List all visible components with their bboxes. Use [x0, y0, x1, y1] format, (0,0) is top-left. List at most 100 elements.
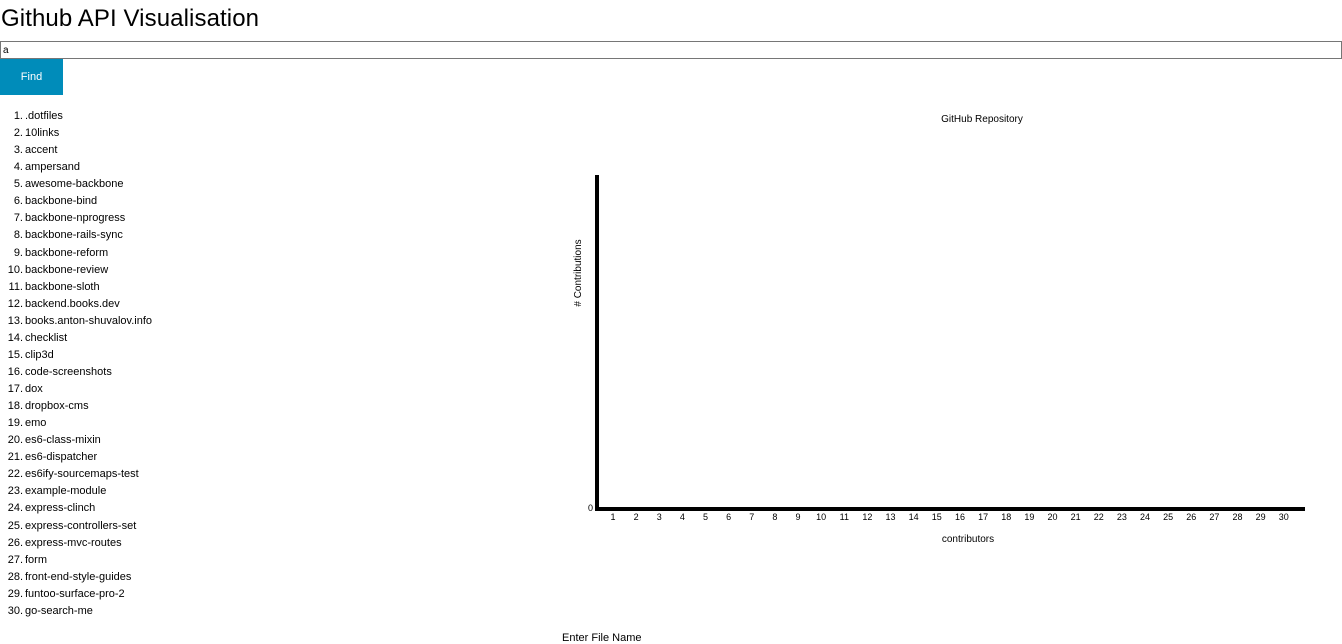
repo-list-item[interactable]: 19. emo — [0, 415, 152, 432]
repo-list-label: ampersand — [25, 161, 81, 174]
x-tick-label: 10 — [816, 512, 826, 522]
x-tick-label: 13 — [886, 512, 896, 522]
repo-list-label: form — [25, 553, 47, 566]
x-tick-label: 20 — [1047, 512, 1057, 522]
repo-list-label: es6-class-mixin — [25, 434, 101, 447]
repo-list-item[interactable]: 30. go-search-me — [0, 603, 152, 620]
file-name-label: Enter File Name — [562, 632, 642, 644]
repo-list-item[interactable]: 9. backbone-reform — [0, 245, 152, 262]
repo-list-label: example-module — [25, 485, 107, 498]
x-tick-label: 14 — [909, 512, 919, 522]
x-tick-label: 21 — [1071, 512, 1081, 522]
repo-list-item[interactable]: 8. backbone-rails-sync — [0, 227, 152, 244]
x-tick-label: 6 — [726, 512, 731, 522]
repo-list-number: 10. — [7, 263, 23, 276]
x-tick-label: 22 — [1094, 512, 1104, 522]
repo-list-item[interactable]: 11. backbone-sloth — [0, 279, 152, 296]
x-tick-label: 5 — [703, 512, 708, 522]
repo-list-label: es6ify-sourcemaps-test — [25, 468, 139, 481]
repo-list-label: books.anton-shuvalov.info — [25, 314, 152, 327]
x-tick-label: 24 — [1140, 512, 1150, 522]
repo-list-item[interactable]: 2. 10links — [0, 125, 152, 142]
x-tick-label: 15 — [932, 512, 942, 522]
x-tick-label: 1 — [610, 512, 615, 522]
x-tick-label: 17 — [978, 512, 988, 522]
search-input[interactable] — [0, 41, 1342, 59]
repo-list-number: 13. — [7, 314, 23, 327]
repo-list-number: 17. — [7, 383, 23, 395]
repo-list-item[interactable]: 20. es6-class-mixin — [0, 432, 152, 449]
repo-list-number: 26. — [7, 536, 23, 549]
repo-list-number: 28. — [7, 570, 23, 583]
page-title: Github API Visualisation — [1, 5, 260, 32]
repo-list-item[interactable]: 21. es6-dispatcher — [0, 449, 152, 466]
repo-list-label: express-controllers-set — [25, 519, 137, 532]
repo-list-label: clip3d — [25, 348, 54, 361]
repo-list-label: dropbox-cms — [25, 400, 89, 413]
repo-list-item[interactable]: 26. express-mvc-routes — [0, 535, 152, 552]
y-axis-label: # Contributions — [573, 239, 584, 306]
x-tick-label: 26 — [1186, 512, 1196, 522]
repo-list-label: 10links — [25, 127, 60, 140]
repo-list-item[interactable]: 22. es6ify-sourcemaps-test — [0, 466, 152, 483]
repo-list-number: 20. — [7, 434, 23, 447]
repo-list-item[interactable]: 16. code-screenshots — [0, 364, 152, 381]
repo-list-item[interactable]: 25. express-controllers-set — [0, 518, 152, 535]
repo-list-label: backbone-reform — [25, 246, 109, 259]
repo-list-item[interactable]: 6. backbone-bind — [0, 193, 152, 210]
repo-list-number: 5. — [13, 178, 23, 191]
repo-list-label: express-clinch — [25, 502, 96, 515]
repo-list-item[interactable]: 14. checklist — [0, 330, 152, 347]
repo-list-label: emo — [25, 417, 47, 430]
repo-list-number: 11. — [8, 280, 23, 293]
repo-list-label: backbone-nprogress — [25, 212, 126, 225]
x-tick-label: 11 — [840, 512, 849, 522]
repo-list-item[interactable]: 1. .dotfiles — [0, 108, 152, 125]
repo-list-label: dox — [25, 383, 43, 395]
repo-list-item[interactable]: 24. express-clinch — [0, 500, 152, 517]
x-tick-label: 9 — [796, 512, 801, 522]
repo-list-number: 24. — [7, 502, 23, 515]
repo-list-number: 3. — [13, 144, 23, 157]
repo-list-number: 18. — [7, 400, 23, 413]
repo-list-label: backend.books.dev — [25, 297, 120, 310]
repo-list-number: 29. — [7, 587, 23, 600]
repo-list-number: 21. — [7, 451, 23, 464]
repo-list-number: 8. — [13, 229, 23, 242]
repo-list-item[interactable]: 4. ampersand — [0, 159, 152, 176]
find-button[interactable]: Find — [0, 59, 63, 95]
repo-list-item[interactable]: 18. dropbox-cms — [0, 398, 152, 415]
repo-list-item[interactable]: 23. example-module — [0, 483, 152, 500]
repo-list-item[interactable]: 7. backbone-nprogress — [0, 210, 152, 227]
x-tick-label: 25 — [1163, 512, 1173, 522]
repo-list-label: awesome-backbone — [25, 178, 124, 191]
chart-title: GitHub Repository — [941, 114, 1023, 125]
repo-list-number: 4. — [13, 161, 23, 174]
repo-list-item[interactable]: 12. backend.books.dev — [0, 296, 152, 313]
x-tick-label: 16 — [955, 512, 965, 522]
repo-list-number: 25. — [7, 519, 23, 532]
repo-list-label: backbone-bind — [25, 195, 98, 208]
repo-list-item[interactable]: 13. books.anton-shuvalov.info — [0, 313, 152, 330]
repo-list-item[interactable]: 17. dox — [0, 381, 152, 398]
repo-list-item[interactable]: 28. front-end-style-guides — [0, 569, 152, 586]
y-tick-label: 0 — [588, 503, 593, 513]
x-tick-label: 29 — [1256, 512, 1266, 522]
x-tick-label: 7 — [749, 512, 754, 522]
repo-list-item[interactable]: 5. awesome-backbone — [0, 176, 152, 193]
repo-list: 1. .dotfiles 2. 10links 3. accent 4. ampersand 5… — [0, 108, 152, 620]
repo-list-item[interactable]: 15. clip3d — [0, 347, 152, 364]
repo-list-item[interactable]: 27. form — [0, 552, 152, 569]
repo-list-number: 19. — [7, 417, 23, 430]
repo-list-item[interactable]: 29. funtoo-surface-pro-2 — [0, 586, 152, 603]
repo-list-number: 22. — [7, 468, 23, 481]
x-tick-label: 27 — [1209, 512, 1219, 522]
repo-list-item[interactable]: 10. backbone-review — [0, 262, 152, 279]
x-tick-label: 3 — [657, 512, 662, 522]
x-tick-label: 4 — [680, 512, 685, 522]
repo-list-number: 16. — [7, 365, 23, 378]
x-axis-label: contributors — [942, 534, 994, 545]
repo-list-number: 6. — [13, 195, 23, 208]
repo-list-item[interactable]: 3. accent — [0, 142, 152, 159]
repo-list-label: backbone-sloth — [25, 280, 100, 293]
